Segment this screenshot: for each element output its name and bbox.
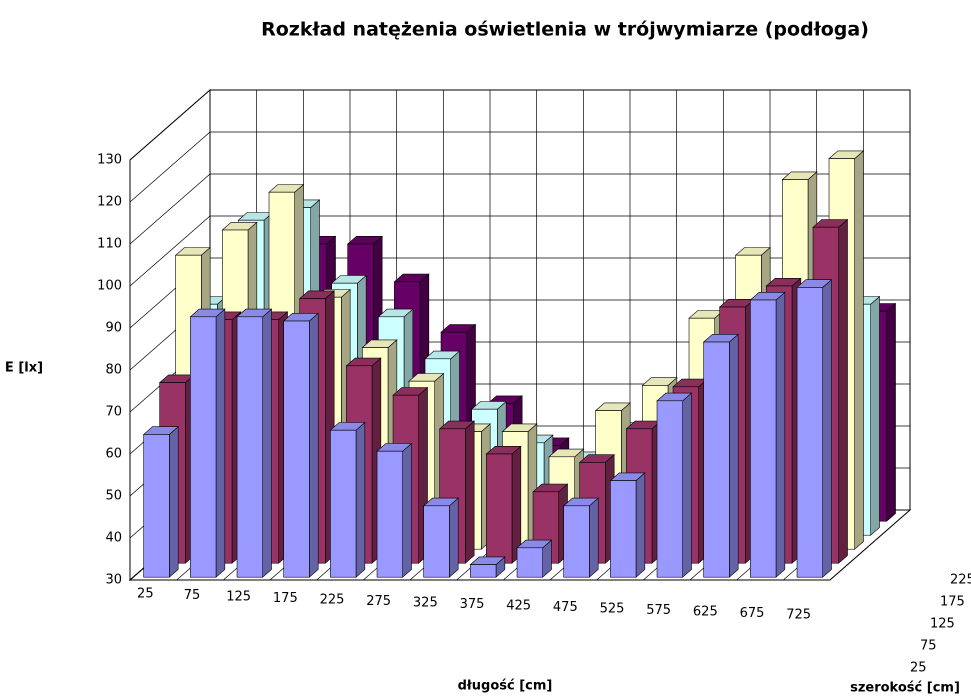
x-tick-label: 725 — [786, 608, 811, 623]
legend-label: 25 — [910, 661, 927, 676]
bar — [330, 429, 357, 578]
bar — [610, 480, 637, 578]
legend-label: 225 — [950, 573, 971, 588]
y-tick-label: 110 — [97, 237, 122, 252]
y-tick-label: 70 — [105, 405, 122, 420]
x-tick-label: 575 — [646, 603, 671, 618]
bar — [236, 316, 264, 578]
y-tick-label: 120 — [97, 195, 122, 210]
bar-side — [169, 426, 179, 578]
bar-side — [465, 420, 475, 564]
x-tick-label: 275 — [366, 594, 391, 609]
bar-side — [775, 291, 786, 578]
x-tick-label: 225 — [320, 593, 345, 608]
legend-label: 125 — [930, 617, 955, 632]
y-tick-label: 130 — [97, 153, 122, 168]
x-tick-label: 25 — [137, 587, 154, 602]
x-tick-label: 175 — [273, 591, 298, 606]
x-tick-label: 675 — [740, 606, 765, 621]
bar — [376, 450, 403, 578]
bar-side — [729, 333, 739, 578]
bar-side — [838, 218, 848, 564]
x-tick-label: 475 — [553, 600, 578, 615]
y-tick-label: 40 — [105, 531, 122, 546]
y-tick-label: 80 — [105, 363, 122, 378]
bar — [516, 547, 543, 578]
grid-line — [129, 131, 211, 203]
bar-side — [854, 150, 864, 550]
bar-side — [449, 497, 459, 578]
bar — [423, 505, 450, 578]
z-axis-label: szerokość [cm] — [850, 681, 960, 696]
bar-side — [886, 302, 896, 522]
bar-side — [215, 308, 226, 578]
bar-side — [309, 312, 319, 578]
bar-side — [635, 472, 646, 578]
bar — [143, 434, 170, 578]
bar — [563, 505, 590, 578]
y-tick-label: 50 — [105, 489, 122, 504]
x-tick-label: 125 — [226, 590, 251, 605]
x-tick-label: 525 — [600, 602, 625, 617]
x-axis-label: długość [cm] — [458, 679, 553, 694]
x-tick-label: 425 — [506, 599, 531, 614]
grid-line — [129, 215, 211, 287]
bar — [190, 316, 217, 578]
bar — [283, 320, 310, 578]
x-tick-label: 625 — [693, 605, 718, 620]
y-tick-label: 60 — [105, 447, 122, 462]
x-tick-label: 325 — [413, 596, 438, 611]
bar — [656, 400, 683, 578]
bar — [470, 564, 497, 578]
bar — [750, 299, 777, 578]
x-tick-label: 75 — [184, 588, 201, 603]
bar-side — [262, 308, 272, 578]
grid-line — [129, 173, 211, 245]
bar-side — [402, 442, 412, 578]
bar-side — [822, 279, 832, 578]
y-tick-label: 30 — [105, 573, 122, 588]
bar — [796, 287, 823, 578]
y-tick-label: 100 — [97, 279, 122, 294]
x-tick-label: 375 — [460, 597, 485, 612]
legend-label: 75 — [920, 639, 937, 654]
bar — [703, 341, 730, 578]
bar-side — [355, 421, 366, 578]
bar-side — [870, 295, 880, 536]
bar — [486, 453, 513, 564]
bar-side — [682, 392, 692, 578]
chart-title: Rozkład natężenia oświetlenia w trójwymi… — [261, 19, 869, 41]
legend-label: 175 — [940, 595, 965, 610]
y-tick-label: 90 — [105, 321, 122, 336]
bar-side — [589, 497, 599, 578]
y-axis-label: E [lx] — [5, 361, 43, 376]
grid-line — [129, 89, 211, 161]
floor-line — [829, 509, 911, 581]
